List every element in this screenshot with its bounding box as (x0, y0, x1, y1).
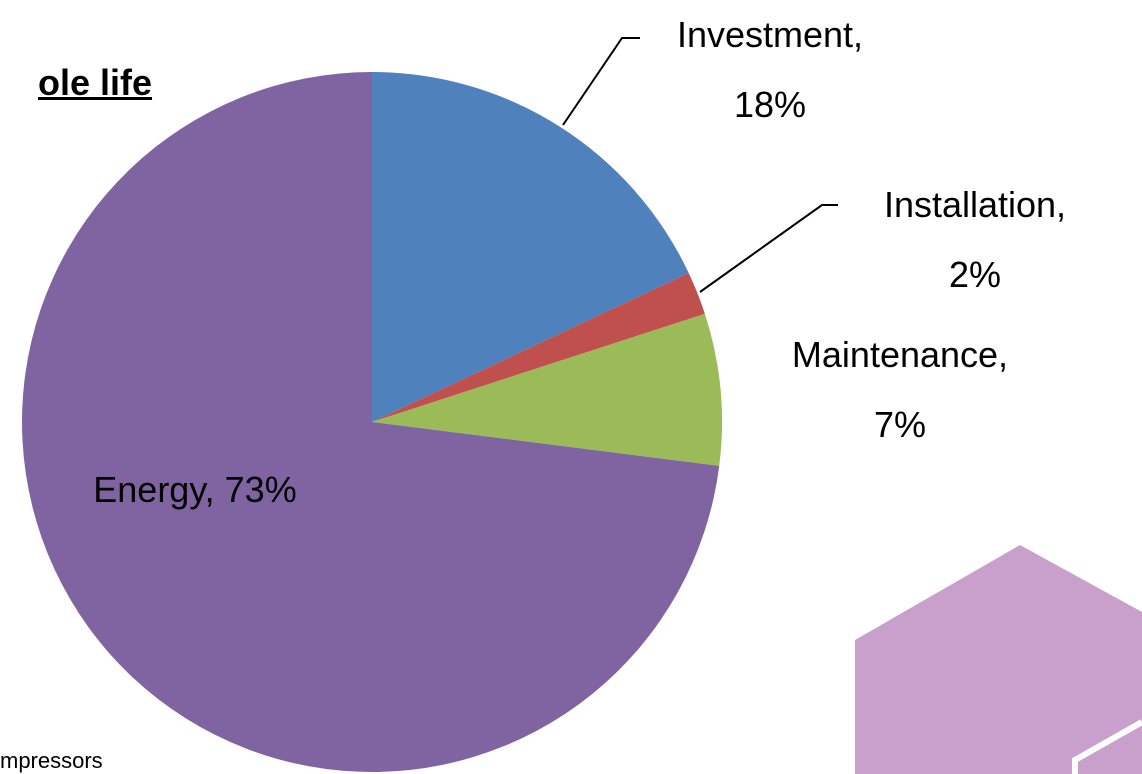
pie-slice (372, 72, 689, 422)
data-label: Maintenance, 7% (791, 334, 1009, 445)
decoration-outline (1072, 719, 1142, 774)
leader-line (699, 204, 838, 293)
pie-slice (372, 272, 705, 422)
pie-slice (22, 72, 720, 772)
data-label: Energy, 73% (93, 469, 297, 510)
decoration-hexagon (855, 545, 1142, 774)
leader-line (562, 37, 640, 126)
note: mpressors (0, 748, 103, 773)
data-label: Installation, 2% (883, 184, 1067, 295)
pie-slice (372, 313, 722, 466)
data-label: Investment, 18% (676, 14, 864, 125)
pie (22, 72, 722, 772)
chart-title: ole life (38, 62, 153, 103)
